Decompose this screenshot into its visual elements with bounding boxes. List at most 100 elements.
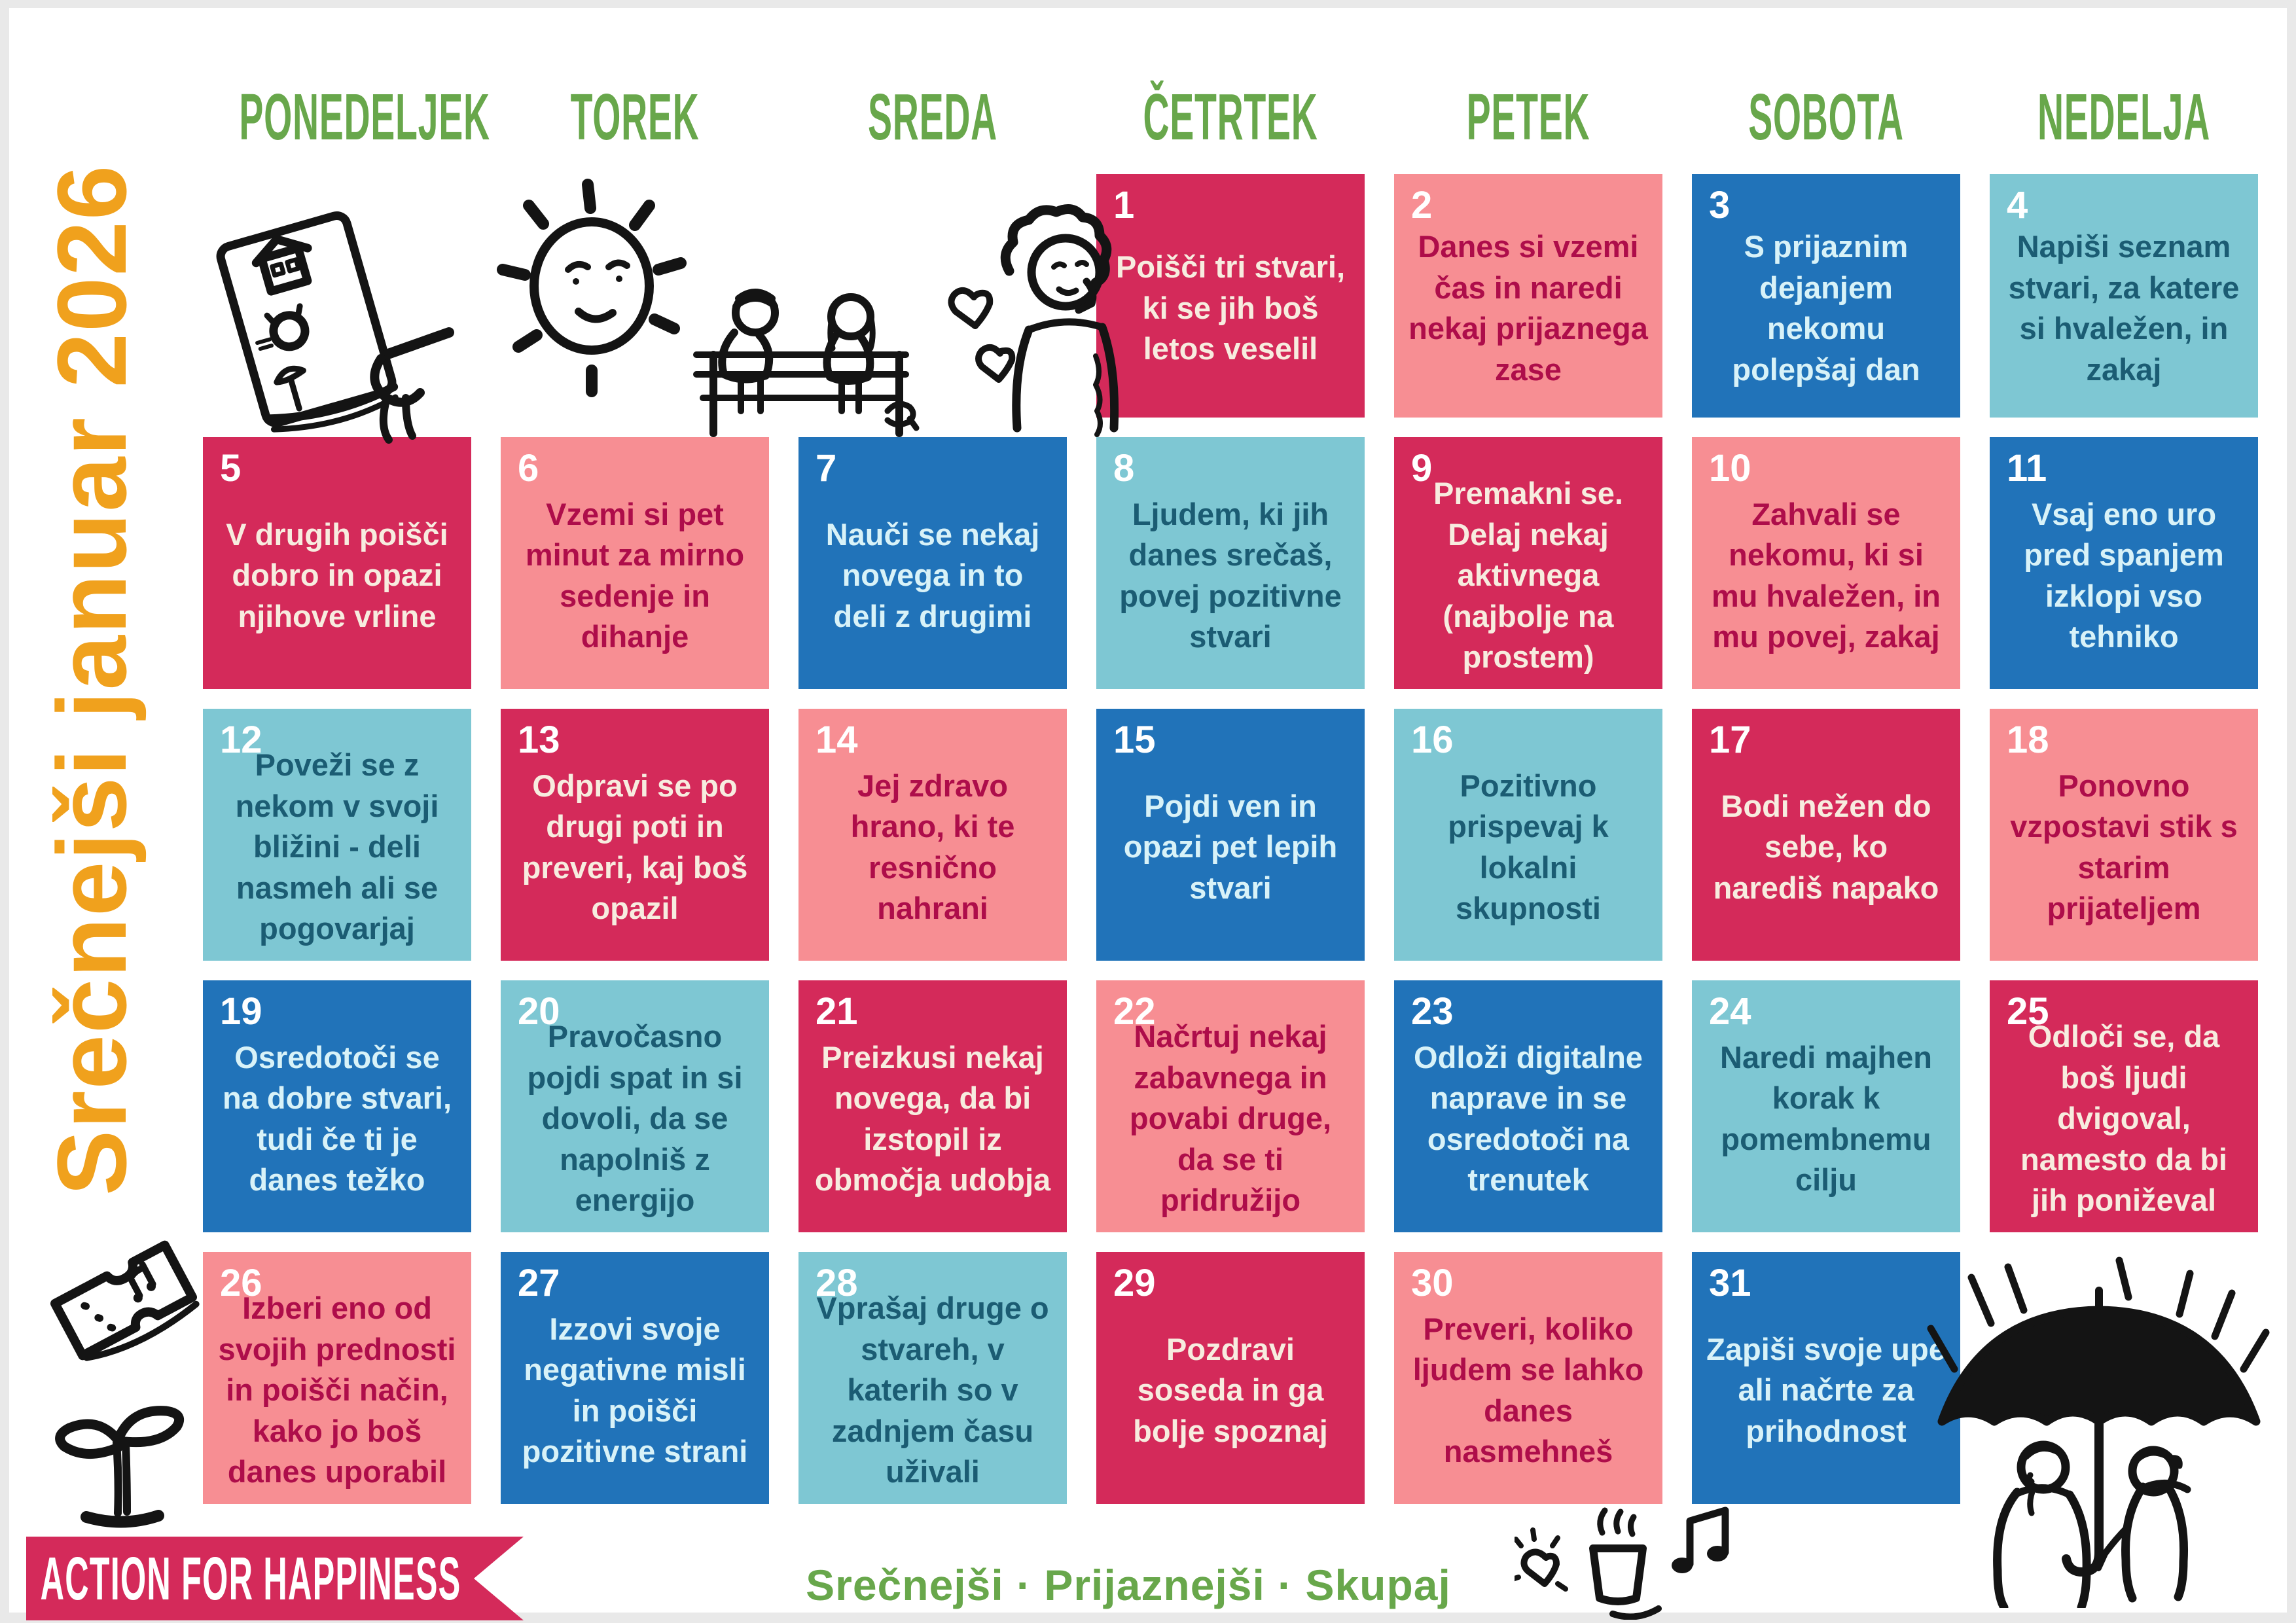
day-cell-8: 8 Ljudem, ki jih danes srečaš, povej pozi…	[1096, 437, 1365, 689]
day-number: 2	[1411, 184, 1433, 226]
day-cell-19: 19 Osredotoči se na dobre stvari, tudi če…	[203, 980, 471, 1232]
day-cell-13: 13 Odpravi se po drugi poti in preveri, k…	[501, 709, 769, 961]
ticket-doodle-icon	[35, 1219, 212, 1382]
day-number: 17	[1709, 719, 1751, 761]
day-activity-text: Ponovno vzpostavi stik s starim prijatel…	[2010, 768, 2238, 926]
day-cell-14: 14 Jej zdravo hrano, ki te resnično nahra…	[798, 709, 1067, 961]
day-activity-text: Osredotoči se na dobre stvari, tudi če t…	[223, 1039, 452, 1198]
day-cell-25: 25 Odloči se, da boš ljudi dvigoval, name…	[1990, 980, 2258, 1232]
brand-name: ACTION FOR HAPPINESS	[40, 1544, 461, 1613]
weekday-header-petek: PETEK	[1466, 80, 1590, 154]
day-number: 11	[2007, 447, 2047, 490]
day-number: 8	[1113, 447, 1135, 490]
day-activity-text: Preveri, koliko ljudem se lahko danes na…	[1412, 1311, 1644, 1469]
day-number: 6	[518, 447, 539, 490]
day-number: 16	[1411, 719, 1454, 761]
action-for-happiness-banner: ACTION FOR HAPPINESS	[26, 1537, 524, 1620]
weekday-header-row: PONEDELJEK TOREK SREDA ČETRTEK PETEK SOB…	[203, 68, 2258, 166]
footer-slogan: Srečnejši · Prijaznejši · Skupaj	[806, 1561, 1451, 1609]
day-cell-28: 28 Vprašaj druge o stvareh, v katerih so …	[798, 1252, 1067, 1504]
day-cell-2: 2 Danes si vzemi čas in naredi nekaj prij…	[1394, 174, 1662, 418]
day-cell-7: 7 Nauči se nekaj novega in to deli z drug…	[798, 437, 1067, 689]
weekday-header-sreda: SREDA	[868, 80, 997, 154]
people-on-bench-doodle-icon	[657, 276, 945, 443]
day-activity-text: Poveži se z nekom v svoji bližini - deli…	[235, 747, 439, 946]
day-activity-text: Bodi nežen do sebe, ko narediš napako	[1713, 788, 1939, 905]
day-cell-10: 10 Zahvali se nekomu, ki si mu hvaležen, …	[1692, 437, 1960, 689]
day-cell-20: 20 Pravočasno pojdi spat in si dovoli, da…	[501, 980, 769, 1232]
day-activity-text: V drugih poišči dobro in opazi njihove v…	[226, 516, 448, 633]
day-cell-1: 1 Poišči tri stvari, ki se jih boš letos …	[1096, 174, 1365, 418]
person-on-phone-with-hearts-doodle-icon	[931, 199, 1147, 448]
day-activity-text: Nauči se nekaj novega in to deli z drugi…	[825, 516, 1040, 633]
day-activity-text: Vzemi si pet minut za mirno sedenje in d…	[525, 496, 745, 654]
day-activity-text: Pravočasno pojdi spat in si dovoli, da s…	[527, 1019, 743, 1218]
day-number: 28	[816, 1262, 858, 1304]
day-cell-11: 11 Vsaj eno uro pred spanjem izklopi vso …	[1990, 437, 2258, 689]
day-cell-23: 23 Odloži digitalne naprave in se osredot…	[1394, 980, 1662, 1232]
day-cell-16: 16 Pozitivno prispevaj k lokalni skupnost…	[1394, 709, 1662, 961]
day-number: 5	[220, 447, 242, 490]
coffee-heart-music-doodle-icon	[1515, 1486, 1763, 1620]
day-number: 3	[1709, 184, 1731, 226]
day-activity-text: Poišči tri stvari, ki se jih boš letos v…	[1115, 249, 1346, 366]
day-cell-12: 12 Poveži se z nekom v svoji bližini - de…	[203, 709, 471, 961]
notebook-drawing-doodle-icon	[190, 204, 478, 446]
day-number: 23	[1411, 990, 1454, 1033]
couple-under-umbrella-doodle-icon	[1912, 1251, 2286, 1608]
day-number: 18	[2007, 719, 2049, 761]
day-activity-text: Izberi eno od svojih prednosti in poišči…	[218, 1291, 456, 1489]
day-cell-22: 22 Načrtuj nekaj zabavnega in povabi drug…	[1096, 980, 1365, 1232]
day-activity-text: Naredi majhen korak k pomembnemu cilju	[1720, 1039, 1932, 1198]
day-cell-29: 29 Pozdravi soseda in ga bolje spoznaj	[1096, 1252, 1365, 1504]
day-number: 19	[220, 990, 262, 1033]
day-activity-text: Preizkusi nekaj novega, da bi izstopil i…	[814, 1039, 1051, 1198]
day-activity-text: Izzovi svoje negativne misli in poišči p…	[522, 1311, 748, 1469]
day-activity-text: Jej zdravo hrano, ki te resnično nahrani	[850, 768, 1015, 926]
day-activity-text: Premakni se. Delaj nekaj aktivnega (najb…	[1433, 476, 1623, 675]
day-activity-text: Odpravi se po drugi poti in preveri, kaj…	[522, 768, 748, 926]
weekday-header-nedelja: NEDELJA	[2037, 80, 2211, 154]
day-number: 31	[1709, 1262, 1751, 1304]
day-number: 27	[518, 1262, 560, 1304]
day-activity-text: Ljudem, ki jih danes srečaš, povej pozit…	[1119, 496, 1342, 654]
day-number: 26	[220, 1262, 262, 1304]
day-cell-6: 6 Vzemi si pet minut za mirno sedenje in …	[501, 437, 769, 689]
sun-face-doodle-icon	[480, 171, 703, 397]
day-activity-text: Načrtuj nekaj zabavnega in povabi druge,…	[1129, 1019, 1332, 1218]
page-title: Srečnejši januar 2026	[37, 164, 147, 1196]
day-cell-27: 27 Izzovi svoje negativne misli in poišči…	[501, 1252, 769, 1504]
day-number: 25	[2007, 990, 2049, 1033]
day-cell-24: 24 Naredi majhen korak k pomembnemu cilju	[1692, 980, 1960, 1232]
day-number: 10	[1709, 447, 1751, 490]
day-cell-26: 26 Izberi eno od svojih prednosti in poiš…	[203, 1252, 471, 1504]
day-number: 14	[816, 719, 858, 761]
day-activity-text: Zahvali se nekomu, ki si mu hvaležen, in…	[1712, 496, 1941, 654]
seedling-doodle-icon	[41, 1374, 198, 1538]
day-number: 20	[518, 990, 560, 1033]
day-number: 30	[1411, 1262, 1454, 1304]
day-cell-4: 4 Napiši seznam stvari, za katere si hval…	[1990, 174, 2258, 418]
day-activity-text: Vsaj eno uro pred spanjem izklopi vso te…	[2024, 496, 2224, 654]
day-cell-17: 17 Bodi nežen do sebe, ko narediš napako	[1692, 709, 1960, 961]
day-activity-text: Pozitivno prispevaj k lokalni skupnosti	[1448, 768, 1609, 926]
day-activity-text: Odloči se, da boš ljudi dvigoval, namest…	[2020, 1019, 2227, 1218]
weekday-header-sobota: SOBOTA	[1748, 80, 1904, 154]
day-cell-18: 18 Ponovno vzpostavi stik s starim prijat…	[1990, 709, 2258, 961]
day-number: 13	[518, 719, 560, 761]
day-cell-15: 15 Pojdi ven in opazi pet lepih stvari	[1096, 709, 1365, 961]
day-number: 29	[1113, 1262, 1156, 1304]
day-number: 7	[816, 447, 837, 490]
day-cell-30: 30 Preveri, koliko ljudem se lahko danes …	[1394, 1252, 1662, 1504]
day-number: 22	[1113, 990, 1156, 1033]
day-number: 24	[1709, 990, 1751, 1033]
day-number: 9	[1411, 447, 1433, 490]
day-activity-text: Odloži digitalne naprave in se osredotoč…	[1414, 1039, 1643, 1198]
day-cell-21: 21 Preizkusi nekaj novega, da bi izstopil…	[798, 980, 1067, 1232]
day-number: 21	[816, 990, 858, 1033]
day-number: 1	[1113, 184, 1135, 226]
day-number: 4	[2007, 184, 2028, 226]
weekday-header-cetrtek: ČETRTEK	[1143, 80, 1318, 154]
